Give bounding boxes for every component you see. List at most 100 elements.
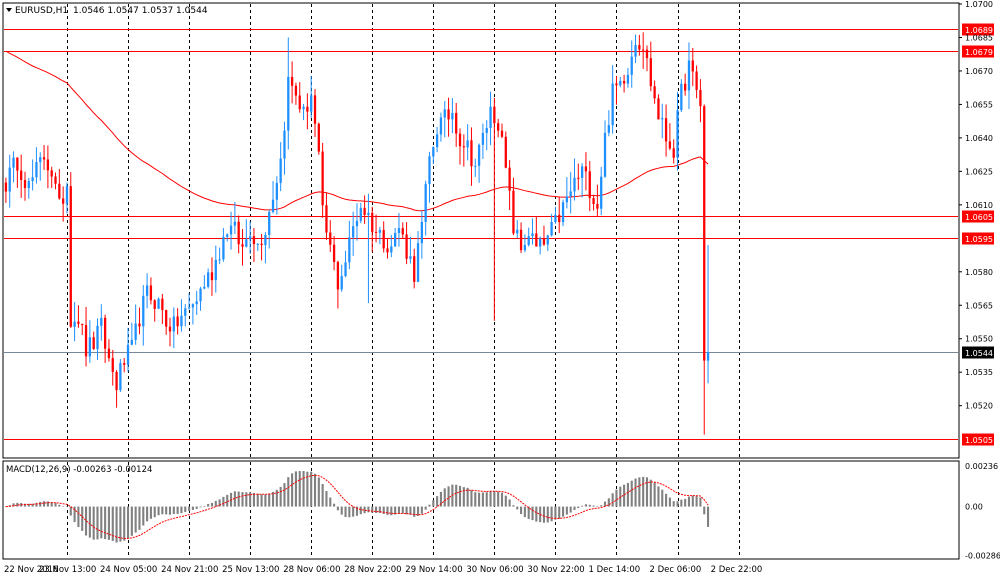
candle-body bbox=[203, 286, 206, 289]
macd-histogram-bar bbox=[39, 501, 42, 507]
macd-histogram-bar bbox=[161, 506, 164, 515]
candle-body bbox=[321, 151, 324, 206]
macd-histogram-bar bbox=[394, 506, 397, 515]
macd-histogram-bar bbox=[592, 505, 595, 507]
macd-histogram-bar bbox=[470, 490, 473, 507]
candle-body bbox=[596, 204, 599, 209]
candle-body bbox=[527, 236, 530, 245]
macd-histogram-bar bbox=[287, 477, 290, 507]
candle-body bbox=[645, 49, 649, 59]
candle-body bbox=[424, 184, 427, 222]
candle-body bbox=[661, 118, 664, 120]
candle-body bbox=[455, 112, 458, 134]
macd-histogram-bar bbox=[23, 503, 27, 507]
candle-body bbox=[187, 307, 191, 309]
candle-body bbox=[352, 226, 355, 238]
candle-body bbox=[317, 123, 320, 152]
macd-histogram-bar bbox=[115, 506, 118, 543]
candle-body bbox=[580, 166, 584, 178]
candle-body bbox=[130, 339, 133, 345]
macd-histogram-bar bbox=[691, 495, 694, 507]
candle-body bbox=[684, 83, 687, 91]
macd-histogram-bar bbox=[233, 491, 236, 507]
price-tick-label: 1.0685 bbox=[965, 33, 993, 42]
candle-body bbox=[588, 171, 591, 199]
candle-body bbox=[619, 80, 622, 86]
macd-histogram-bar bbox=[687, 496, 691, 507]
candle-body bbox=[634, 45, 637, 57]
candle-body bbox=[12, 157, 15, 168]
candle-body bbox=[512, 190, 515, 234]
macd-histogram-bar bbox=[363, 506, 366, 514]
macd-histogram-bar bbox=[100, 506, 103, 539]
macd-histogram-bar bbox=[31, 503, 34, 507]
price-tick-label: 1.0565 bbox=[965, 301, 993, 310]
macd-histogram-bar bbox=[405, 506, 408, 515]
candle-body bbox=[397, 228, 401, 234]
macd-histogram-bar bbox=[401, 506, 404, 514]
candle-body bbox=[561, 202, 565, 223]
macd-histogram-bar bbox=[569, 506, 572, 513]
macd-histogram-bar bbox=[565, 506, 568, 515]
candle-body bbox=[111, 358, 114, 372]
candle-body bbox=[23, 180, 27, 189]
macd-histogram-bar bbox=[157, 506, 160, 516]
macd-histogram-bar bbox=[195, 506, 198, 509]
candle-body bbox=[508, 167, 511, 191]
macd-histogram-bar bbox=[104, 506, 107, 540]
macd-histogram-bar bbox=[416, 506, 420, 516]
candle-body bbox=[8, 167, 11, 192]
macd-histogram-bar bbox=[58, 504, 61, 507]
candle-body bbox=[96, 325, 99, 350]
macd-histogram-bar bbox=[180, 506, 183, 514]
macd-histogram-bar bbox=[12, 503, 15, 507]
candle-body bbox=[680, 83, 683, 111]
price-tick-label: 1.0655 bbox=[965, 100, 993, 109]
candle-body bbox=[477, 144, 481, 166]
candle-body bbox=[81, 323, 84, 326]
price-pane[interactable] bbox=[2, 2, 960, 459]
candle-body bbox=[245, 239, 248, 247]
candle-body bbox=[275, 182, 278, 200]
candle-body bbox=[268, 211, 271, 235]
candle-body bbox=[126, 344, 130, 365]
macd-histogram-bar bbox=[176, 506, 179, 514]
candle-body bbox=[355, 220, 359, 227]
candle-body bbox=[290, 76, 294, 86]
macd-histogram-bar bbox=[16, 502, 19, 507]
candle-body bbox=[474, 165, 477, 167]
macd-histogram-bar bbox=[256, 493, 259, 507]
candle-body bbox=[100, 317, 103, 326]
candle-body bbox=[180, 315, 183, 327]
macd-histogram-bar bbox=[348, 506, 351, 518]
level-price-tag bbox=[962, 210, 994, 223]
candle-body bbox=[332, 244, 336, 262]
macd-histogram-bar bbox=[439, 491, 442, 507]
candle-body bbox=[184, 308, 187, 316]
candle-body bbox=[54, 176, 57, 184]
macd-histogram-bar bbox=[153, 506, 156, 518]
macd-histogram-bar bbox=[443, 488, 446, 507]
macd-histogram-bar bbox=[588, 504, 591, 507]
candle-body bbox=[374, 231, 378, 233]
candle-body bbox=[535, 233, 538, 247]
macd-histogram-bar bbox=[500, 492, 504, 507]
macd-histogram-bar bbox=[138, 506, 141, 530]
candle-body bbox=[16, 157, 19, 171]
price-tick-label: 1.0700 bbox=[965, 0, 993, 9]
candle-body bbox=[630, 56, 633, 75]
candle-body bbox=[558, 214, 561, 223]
candle-body bbox=[218, 259, 221, 261]
macd-histogram-bar bbox=[123, 506, 126, 541]
macd-histogram-bar bbox=[218, 499, 221, 507]
ohlc-label: 1.0546 1.0547 1.0537 1.0544 bbox=[73, 6, 208, 16]
horizontal-levels[interactable]: 1.0689 1.0679 1.0605 1.0595 1.0505 1.0544 bbox=[4, 23, 994, 446]
macd-histogram-bar bbox=[126, 506, 130, 539]
triangle-down-icon[interactable] bbox=[6, 8, 12, 12]
macd-histogram-bar bbox=[237, 491, 240, 507]
macd-histogram-bar bbox=[313, 473, 317, 507]
macd-histogram-bar bbox=[607, 498, 610, 507]
macd-histogram-bar bbox=[191, 506, 194, 510]
macd-histogram-bar bbox=[268, 493, 271, 507]
